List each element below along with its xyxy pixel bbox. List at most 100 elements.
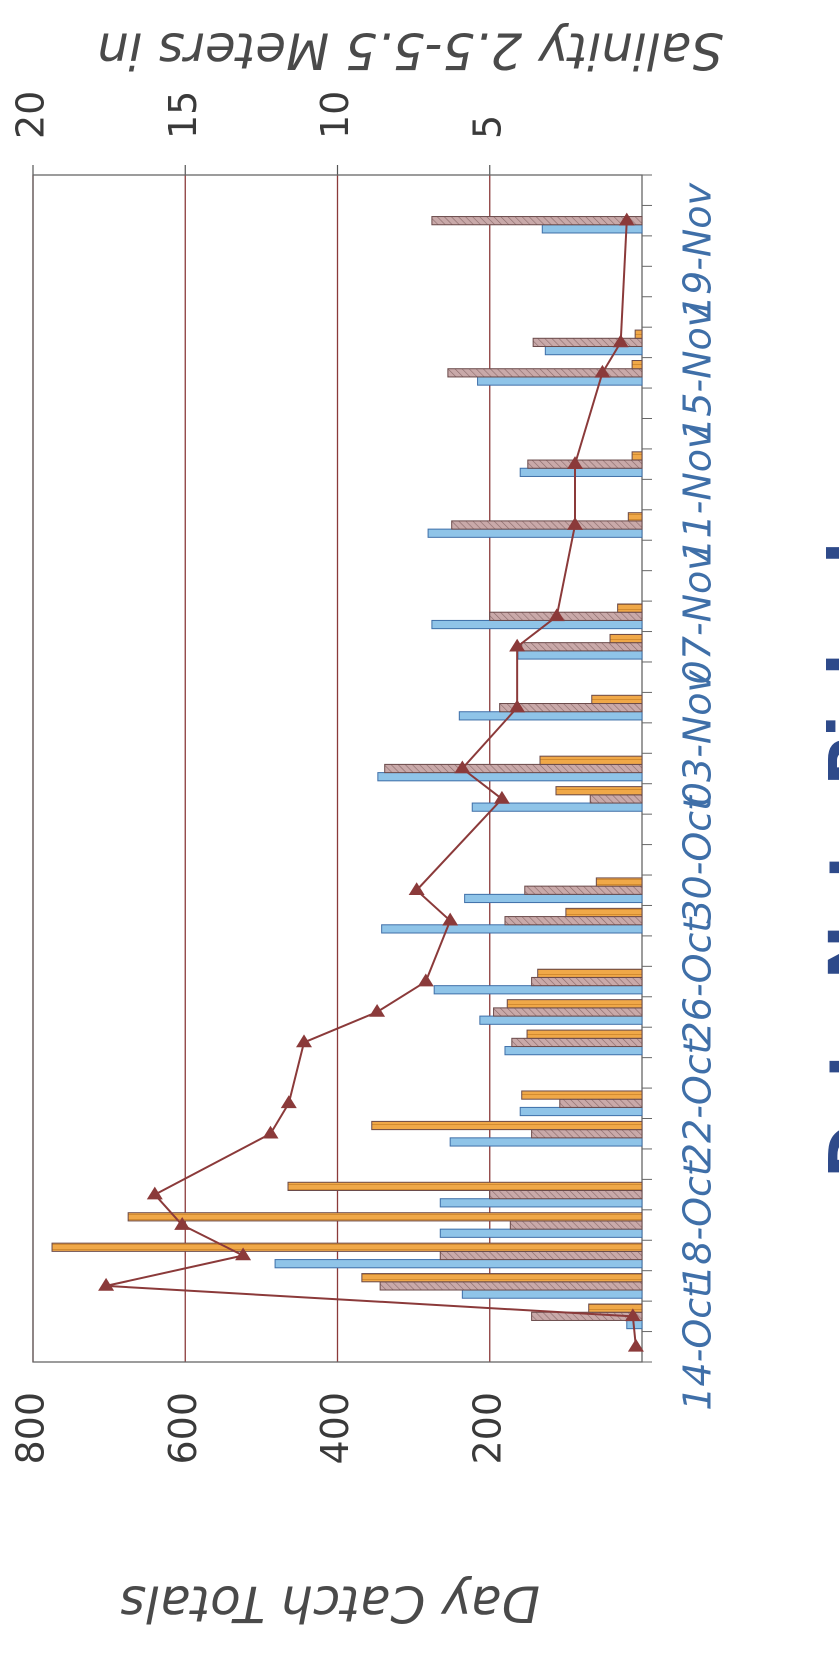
x-tick-label: 03-Nov: [676, 669, 720, 806]
line-marker: [369, 1003, 386, 1017]
line-segment: [106, 1284, 633, 1318]
bar: [617, 603, 643, 613]
bar: [565, 907, 643, 918]
line-segment: [376, 980, 427, 1013]
line-segment: [619, 220, 628, 343]
bar: [526, 1029, 643, 1039]
bar: [519, 1106, 643, 1117]
line-segment: [269, 1102, 290, 1135]
bar: [458, 711, 643, 721]
bar: [531, 1129, 643, 1139]
bar: [287, 1181, 643, 1191]
bar: [371, 1120, 643, 1131]
x-tick-label: 14-Oct: [676, 1281, 720, 1411]
bar: [427, 528, 643, 538]
bar: [379, 1281, 643, 1291]
bar: [588, 1303, 643, 1313]
line-segment: [181, 1224, 244, 1257]
line-segment: [516, 615, 558, 648]
line-marker: [235, 1247, 252, 1261]
bar: [464, 893, 643, 904]
bar: [489, 1189, 643, 1200]
bar: [499, 703, 643, 713]
y2-axis-title: Salinity 2.5-5.5 Meters in: [97, 22, 723, 80]
bar: [431, 619, 643, 630]
y-tick-label: 400: [313, 1392, 357, 1465]
line-segment: [415, 798, 503, 891]
line-segment: [574, 372, 604, 465]
line-segment: [555, 524, 576, 617]
bar: [595, 877, 643, 887]
bar: [544, 346, 643, 356]
bar: [461, 1289, 643, 1299]
line-marker: [567, 456, 584, 469]
bar: [531, 976, 643, 987]
bar: [527, 459, 643, 469]
bar: [634, 329, 643, 339]
line-marker: [624, 1308, 641, 1322]
bar: [504, 916, 643, 926]
y2-tick-label: 5: [465, 115, 509, 139]
line-segment: [415, 889, 451, 922]
line-marker: [174, 1217, 191, 1230]
bar: [361, 1273, 643, 1283]
bar: [431, 216, 643, 226]
line-marker: [612, 334, 629, 348]
line-marker: [594, 364, 611, 378]
bar: [511, 1037, 643, 1048]
bar: [517, 650, 643, 660]
bar: [439, 1250, 643, 1261]
bar: [506, 999, 643, 1009]
bar: [479, 1015, 643, 1025]
bar: [447, 368, 643, 378]
y-tick-label: 200: [465, 1392, 509, 1465]
x-tick-label: 22-Oct: [676, 1037, 720, 1167]
bar: [451, 520, 643, 530]
line-marker: [442, 912, 459, 926]
x-tick-label: 18-Oct: [676, 1159, 720, 1289]
y2-tick-label: 10: [313, 91, 357, 139]
bar: [537, 968, 643, 978]
bar: [504, 1046, 643, 1056]
x-tick-label: 07-Nov: [676, 548, 720, 685]
line-marker: [567, 517, 584, 530]
x-tick-label: 30-Oct: [676, 794, 720, 924]
line-segment: [461, 767, 503, 800]
line-marker: [98, 1277, 115, 1291]
bar: [274, 1259, 643, 1269]
bar: [519, 467, 643, 477]
bar: [559, 1098, 643, 1108]
bar: [377, 772, 643, 782]
line-segment: [303, 1011, 378, 1044]
line-segment: [287, 1042, 305, 1104]
line-marker: [548, 608, 565, 622]
bar: [524, 885, 643, 895]
bar: [591, 694, 643, 705]
y-tick-label: 600: [161, 1392, 205, 1465]
bar: [51, 1242, 643, 1252]
line-marker: [408, 882, 425, 896]
y-axis-title: Day Catch Totals: [120, 1575, 540, 1633]
x-tick-label: 26-Oct: [676, 916, 720, 1046]
bar: [521, 642, 643, 652]
bar: [477, 376, 643, 386]
bar: [627, 512, 643, 522]
line-marker: [296, 1034, 313, 1048]
bar: [489, 611, 643, 621]
line-segment: [154, 1193, 183, 1226]
bar: [521, 1090, 643, 1100]
line-marker: [509, 699, 526, 713]
bar: [555, 786, 643, 796]
line-segment: [154, 1132, 271, 1196]
line-marker: [454, 760, 471, 774]
x-tick-label: 19-Nov: [676, 182, 720, 319]
line-marker: [262, 1125, 279, 1139]
line-marker: [618, 212, 635, 226]
bar: [439, 1198, 643, 1208]
line-marker: [509, 638, 526, 652]
bar: [449, 1137, 643, 1147]
line-segment: [424, 920, 452, 982]
bar: [381, 924, 643, 934]
